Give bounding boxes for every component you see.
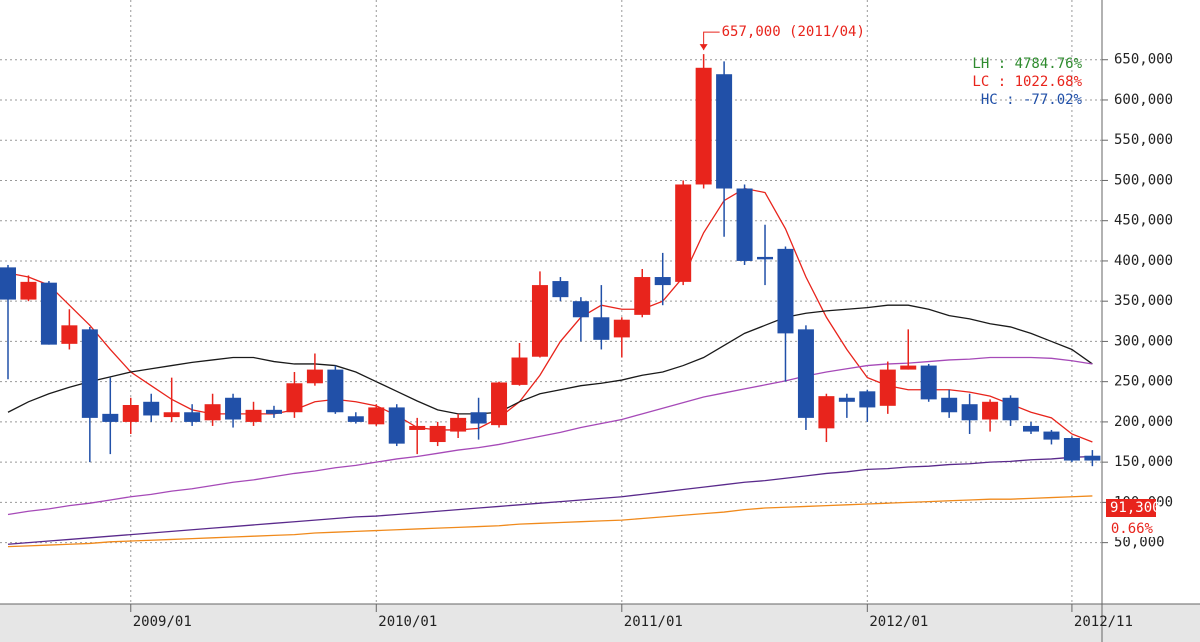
candle-body bbox=[245, 409, 262, 422]
candle-body bbox=[102, 413, 119, 422]
y-tick-label: 400,000 bbox=[1114, 253, 1173, 269]
candle-body bbox=[327, 369, 344, 413]
candle-body bbox=[593, 317, 610, 340]
labels: 50,000100,000150,000200,000250,000300,00… bbox=[133, 24, 1173, 630]
stat-label: LC : 1022.68% bbox=[972, 74, 1082, 90]
candle-body bbox=[388, 407, 405, 444]
stat-label: LH : 4784.76% bbox=[972, 56, 1082, 72]
x-tick-label: 2011/01 bbox=[624, 614, 683, 630]
candle-body bbox=[122, 405, 139, 422]
candle-body bbox=[531, 285, 548, 357]
y-tick-label: 650,000 bbox=[1114, 52, 1173, 68]
candle-body bbox=[552, 281, 569, 298]
candle-body bbox=[1023, 425, 1039, 432]
candles bbox=[0, 54, 1101, 467]
change-box bbox=[1110, 521, 1156, 537]
candle-body bbox=[1043, 431, 1060, 440]
y-tick-label: 500,000 bbox=[1114, 172, 1173, 188]
x-tick-label: 2012/01 bbox=[869, 614, 928, 630]
y-tick-label: 250,000 bbox=[1114, 374, 1173, 390]
candle-body bbox=[634, 277, 651, 315]
candle-body bbox=[347, 416, 364, 422]
candle-body bbox=[941, 397, 958, 413]
moving-averages bbox=[7, 187, 1093, 548]
candle-body bbox=[204, 404, 221, 421]
candle-body bbox=[675, 184, 692, 282]
candle-body bbox=[818, 396, 835, 429]
y-tick-label: 300,000 bbox=[1114, 333, 1173, 349]
candle-body bbox=[736, 188, 753, 261]
candle-body bbox=[920, 365, 937, 400]
price-box bbox=[1106, 499, 1156, 517]
price-label: 91,300 bbox=[1110, 500, 1161, 516]
candle-body bbox=[0, 267, 16, 300]
x-tick-label: 2010/01 bbox=[378, 614, 437, 630]
candle-body bbox=[961, 404, 978, 421]
candle-body bbox=[838, 397, 855, 402]
moving-average-line bbox=[7, 356, 1093, 516]
y-tick-label: 450,000 bbox=[1114, 213, 1173, 229]
y-tick-label: 200,000 bbox=[1114, 414, 1173, 430]
candle-body bbox=[20, 281, 37, 300]
y-tick-label: 150,000 bbox=[1114, 454, 1173, 470]
moving-average-line bbox=[7, 455, 1093, 545]
candle-body bbox=[716, 74, 733, 189]
candle-body bbox=[757, 256, 774, 260]
moving-average-line bbox=[7, 187, 1093, 443]
candle-body bbox=[695, 67, 712, 185]
y-tick-label: 550,000 bbox=[1114, 132, 1173, 148]
candle-body bbox=[511, 357, 528, 385]
change-label: 0.66% bbox=[1111, 521, 1154, 537]
candle-body bbox=[368, 407, 385, 425]
candle-body bbox=[491, 382, 508, 426]
candle-body bbox=[225, 397, 242, 420]
candle-body bbox=[470, 412, 487, 424]
candle-body bbox=[777, 248, 794, 334]
y-tick-label: 600,000 bbox=[1114, 92, 1173, 108]
candle-body bbox=[409, 425, 426, 430]
candle-body bbox=[654, 277, 671, 286]
candle-body bbox=[859, 391, 876, 408]
candle-body bbox=[61, 325, 78, 344]
candle-body bbox=[286, 383, 303, 413]
candle-body bbox=[81, 329, 98, 418]
candle-body bbox=[163, 412, 180, 418]
candle-body bbox=[879, 369, 896, 406]
moving-average-line bbox=[7, 495, 1093, 548]
candle-body bbox=[572, 301, 589, 318]
candle-body bbox=[1002, 397, 1019, 421]
stat-label: HC : -77.02% bbox=[981, 92, 1083, 108]
candle-body bbox=[1084, 455, 1101, 461]
candle-body bbox=[613, 319, 630, 338]
peak-annotation: 657,000 (2011/04) bbox=[722, 24, 865, 40]
x-axis-band bbox=[0, 604, 1200, 642]
y-tick-label: 50,000 bbox=[1114, 535, 1165, 551]
candle-body bbox=[306, 369, 323, 384]
y-tick-label: 350,000 bbox=[1114, 293, 1173, 309]
moving-average-line bbox=[7, 304, 1093, 415]
candle-body bbox=[429, 425, 446, 443]
candle-body bbox=[265, 409, 282, 414]
candle-body bbox=[450, 417, 467, 432]
candle-body bbox=[900, 365, 917, 370]
annotation-arrowhead bbox=[699, 44, 708, 51]
candle-body bbox=[40, 282, 57, 345]
candle-body bbox=[982, 401, 999, 420]
candle-body bbox=[143, 401, 160, 416]
x-tick-label: 2012/11 bbox=[1074, 614, 1133, 630]
candle-body bbox=[797, 329, 814, 418]
candle-body bbox=[1063, 438, 1080, 461]
x-tick-label: 2009/01 bbox=[133, 614, 192, 630]
candle-body bbox=[184, 412, 201, 422]
